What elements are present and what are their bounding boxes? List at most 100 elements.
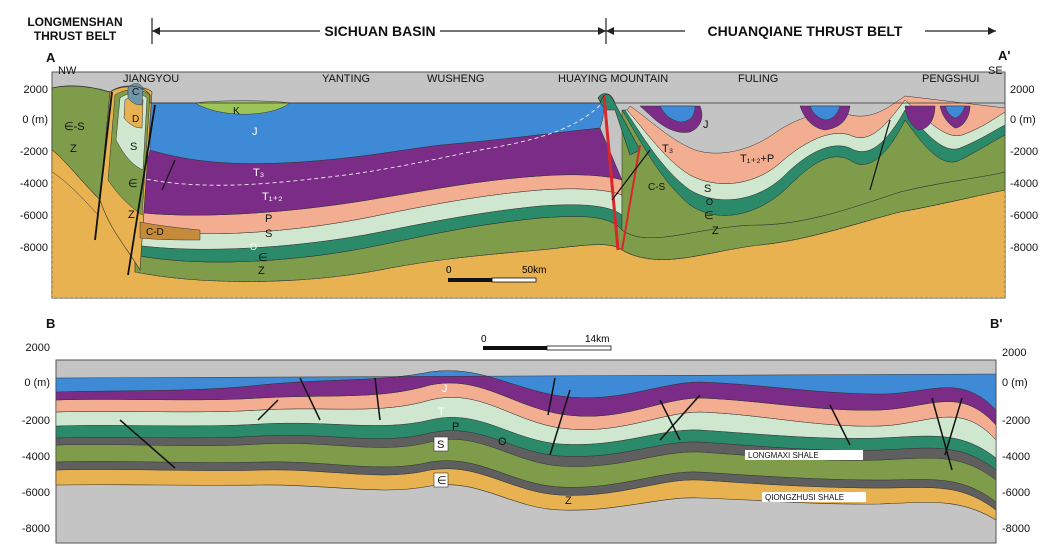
fault-a-2 — [127, 104, 156, 276]
horizon-a-dashed — [139, 99, 606, 186]
region-label-longmenshan-2: THRUST BELT — [34, 29, 117, 43]
unit-a-cs: ∈-S — [64, 121, 85, 133]
unit-a-j: J — [252, 126, 258, 138]
place-fuling: FULING — [738, 73, 778, 85]
axis-b-left-m4000: -4000 — [22, 451, 50, 463]
unit-a-s-right: S — [704, 183, 711, 195]
unit-a-t12p: T₁₊₂+P — [740, 153, 774, 165]
layer-b-jurassic — [55, 370, 997, 411]
block-a-chuanqiane-jb — [809, 105, 841, 121]
axis-b-right-m2000: -2000 — [1002, 415, 1030, 427]
unit-b-p: P — [452, 421, 459, 433]
block-a-chuanqiane-t12p — [626, 95, 1006, 184]
unit-a-cam-left: ∈ — [128, 178, 138, 190]
scale-bar-b: 0 14km — [481, 334, 612, 351]
unit-a-o-right: O — [706, 197, 713, 207]
axis-b-left-0: 0 (m) — [24, 377, 50, 389]
block-a-chuanqiane-t3c — [904, 105, 936, 131]
scale-b-end: 14km — [585, 334, 609, 345]
unit-a-z-left2: Z — [128, 209, 135, 221]
axis-b-right-m6000: -6000 — [1002, 487, 1030, 499]
fault-a-5 — [869, 119, 891, 191]
axis-a-left-0: 0 (m) — [22, 114, 48, 126]
topography-a — [51, 85, 1005, 104]
section-b-label-left: B — [46, 316, 55, 331]
region-banner: LONGMENSHAN THRUST BELT SICHUAN BASIN CH… — [27, 15, 996, 44]
unit-a-t12: T₁₊₂ — [262, 191, 283, 203]
block-a-chuanqiane-jc — [944, 105, 966, 119]
unit-a-t3: T₃ — [253, 167, 264, 179]
scale-b-start: 0 — [481, 334, 487, 345]
unit-a-c: C — [132, 87, 139, 98]
axis-a-right-m4000: -4000 — [1010, 178, 1038, 190]
axis-a-right-0: 0 (m) — [1010, 114, 1036, 126]
scale-a-start: 0 — [446, 265, 452, 276]
axis-a-left-m2000: -2000 — [20, 146, 48, 158]
unit-b-cam: ∈ — [437, 475, 447, 487]
unit-a-p: P — [265, 213, 272, 225]
unit-a-k: K — [233, 106, 240, 117]
arrow-head-left — [152, 27, 160, 35]
axis-b-right-m4000: -4000 — [1002, 451, 1030, 463]
axis-a-right-m8000: -8000 — [1010, 242, 1038, 254]
section-b-label-right: B' — [990, 316, 1002, 331]
unit-b-j: J — [442, 383, 448, 395]
place-jiangyou: JIANGYOU — [123, 73, 179, 85]
unit-a-z: Z — [258, 265, 265, 277]
unit-b-t: T — [438, 406, 445, 418]
section-a: A A' NW SE JIANGYOU YANTING WUSHENG HUAY… — [20, 48, 1038, 299]
fault-a-3 — [161, 159, 176, 191]
place-huaying-mountain: HUAYING MOUNTAIN — [558, 73, 668, 85]
unit-a-o: O — [250, 242, 257, 252]
section-a-label-left: A — [46, 50, 56, 65]
arrow-head-mid-left — [598, 27, 606, 35]
section-a-label-right: A' — [998, 48, 1010, 63]
region-label-sichuan-basin: SICHUAN BASIN — [324, 23, 435, 39]
axis-b-left-2000: 2000 — [26, 342, 50, 354]
section-b: B B' 2000 0 (m) -2000 -4000 -6000 -8000 … — [22, 316, 1030, 544]
axis-b-right-2000: 2000 — [1002, 347, 1026, 359]
axis-b-left-m8000: -8000 — [22, 523, 50, 535]
axis-a-left-m4000: -4000 — [20, 178, 48, 190]
region-label-longmenshan-1: LONGMENSHAN — [27, 15, 122, 29]
axis-b-left-m2000: -2000 — [22, 415, 50, 427]
axis-a-right-m2000: -2000 — [1010, 146, 1038, 158]
unit-a-cs-right: C-S — [648, 182, 666, 193]
place-yanting: YANTING — [322, 73, 370, 85]
direction-right: SE — [988, 65, 1003, 77]
place-pengshui: PENGSHUI — [922, 73, 979, 85]
scale-a-end: 50km — [522, 265, 546, 276]
direction-left: NW — [58, 65, 77, 77]
arrow-head-mid-right — [606, 27, 614, 35]
arrow-head-right — [988, 27, 996, 35]
faults-b — [119, 377, 963, 471]
axis-a-left-2000: 2000 — [24, 84, 48, 96]
unit-a-d: D — [132, 114, 139, 125]
scale-bar-a: 0 50km — [446, 265, 546, 283]
unit-a-cam: ∈ — [258, 252, 268, 264]
unit-a-z-left: Z — [70, 143, 77, 155]
axis-a-right-m6000: -6000 — [1010, 210, 1038, 222]
axis-a-left-m8000: -8000 — [20, 242, 48, 254]
main-fault-huaying-2 — [621, 144, 641, 251]
unit-a-j-right: J — [703, 119, 709, 131]
place-wusheng: WUSHENG — [427, 73, 484, 85]
unit-a-cd: C-D — [146, 227, 164, 238]
block-a-chuanqiane-j — [659, 105, 696, 123]
main-fault-huaying — [602, 95, 620, 251]
axis-b-right-0: 0 (m) — [1002, 377, 1028, 389]
shale-label-qiongzhusi: QIONGZHUSI SHALE — [765, 493, 844, 502]
shale-label-longmaxi: LONGMAXI SHALE — [748, 451, 819, 460]
unit-a-cam-right: ∈ — [704, 210, 714, 222]
fault-a-4 — [611, 149, 651, 201]
axis-a-right-2000: 2000 — [1010, 84, 1034, 96]
axis-b-right-m8000: -8000 — [1002, 523, 1030, 535]
axis-a-left-m6000: -6000 — [20, 210, 48, 222]
block-a-cd — [139, 221, 201, 241]
unit-a-t3-right: T₃ — [662, 143, 673, 155]
fault-a-1 — [94, 91, 113, 241]
unit-a-s-left: S — [130, 141, 137, 153]
unit-b-z: Z — [565, 495, 572, 507]
unit-a-z-right: Z — [712, 225, 719, 237]
